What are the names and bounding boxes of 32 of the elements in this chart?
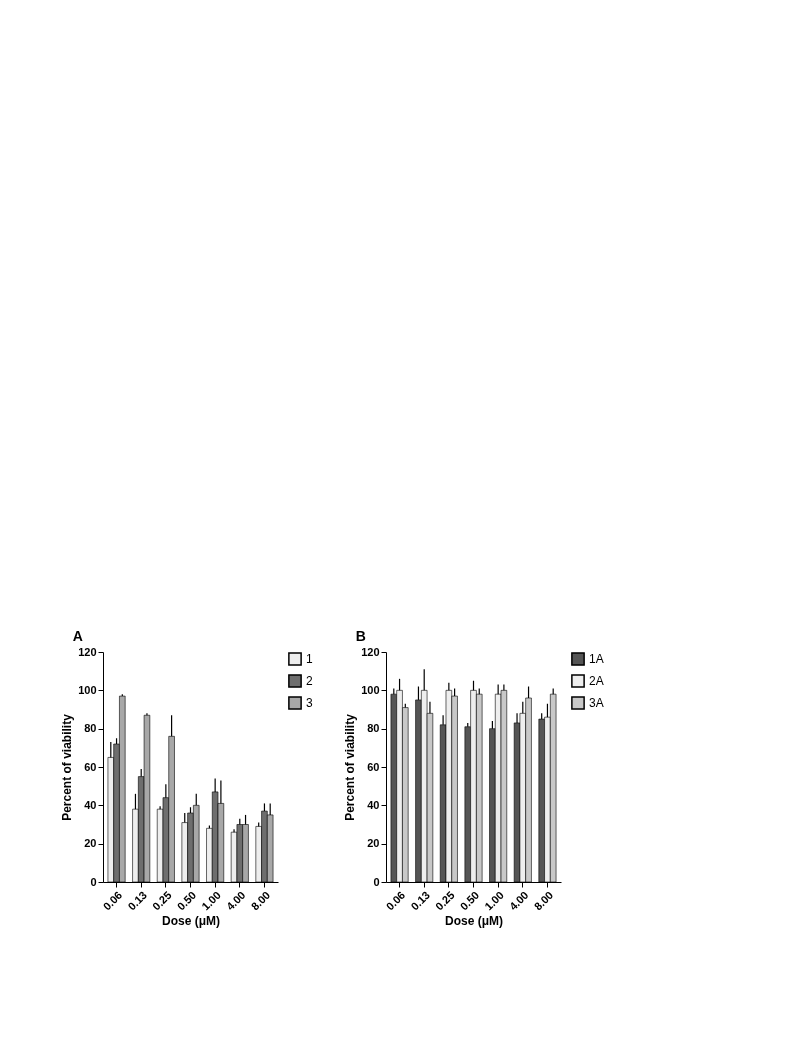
x-axis-title: Dose (μM): [161, 914, 221, 929]
x-tick-label: 0.50: [174, 888, 199, 913]
x-tick-label: 0.50: [457, 888, 482, 913]
y-tick-label: 80: [84, 722, 97, 735]
x-tick-label: 4.00: [223, 888, 248, 913]
x-axis-title: Dose (μM): [444, 914, 504, 929]
legend-label: 3: [306, 696, 313, 710]
y-tick-label: 60: [84, 760, 97, 773]
y-tick-label: 60: [367, 760, 380, 773]
y-tick-label: 120: [361, 645, 380, 658]
y-tick-label: 100: [361, 683, 380, 696]
y-tick-label: 120: [78, 645, 97, 658]
legend-label: 3A: [589, 696, 604, 710]
y-tick-label: 0: [373, 875, 380, 888]
legend-label: 2A: [589, 674, 604, 688]
y-tick-label: 20: [367, 837, 380, 850]
legend-label: 1: [306, 652, 313, 666]
legend-label: 2: [306, 674, 313, 688]
y-tick-label: 80: [367, 722, 380, 735]
y-tick-label: 0: [90, 875, 97, 888]
y-tick-label: 40: [367, 798, 380, 811]
y-tick-label: 40: [84, 798, 97, 811]
x-tick-label: 8.00: [248, 888, 273, 913]
chart-title: A: [72, 628, 83, 644]
legend-label: 1A: [589, 652, 604, 666]
y-tick-label: 100: [78, 683, 97, 696]
x-tick-label: 8.00: [531, 888, 556, 913]
x-tick-label: 4.00: [506, 888, 531, 913]
y-axis-title: Percent of viability: [60, 713, 75, 821]
chart-title: B: [355, 628, 366, 644]
y-tick-label: 20: [84, 837, 97, 850]
y-axis-title: Percent of viability: [343, 713, 358, 821]
